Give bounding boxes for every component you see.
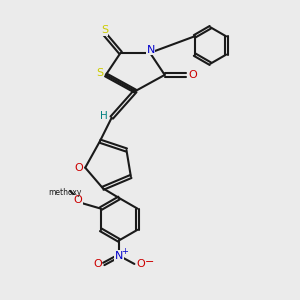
- Text: −: −: [144, 257, 154, 268]
- Text: O: O: [136, 259, 145, 269]
- Text: methoxy: methoxy: [48, 188, 82, 197]
- Text: O: O: [188, 70, 197, 80]
- Text: O: O: [74, 195, 82, 205]
- Text: H: H: [100, 111, 107, 121]
- Text: S: S: [96, 68, 103, 78]
- Text: N: N: [146, 45, 155, 55]
- Text: O: O: [74, 163, 83, 173]
- Text: N: N: [115, 251, 123, 261]
- Text: S: S: [101, 25, 108, 35]
- Text: +: +: [121, 247, 128, 256]
- Text: O: O: [93, 259, 102, 269]
